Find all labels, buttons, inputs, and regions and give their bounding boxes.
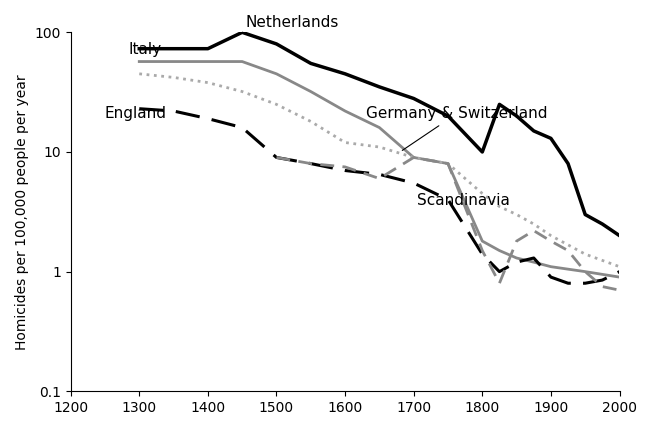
- Y-axis label: Homicides per 100,000 people per year: Homicides per 100,000 people per year: [15, 74, 29, 350]
- Text: Netherlands: Netherlands: [242, 15, 339, 32]
- Text: Scandinavia: Scandinavia: [417, 194, 510, 209]
- Text: Germany & Switzerland: Germany & Switzerland: [366, 107, 547, 150]
- Text: England: England: [105, 106, 167, 121]
- Text: Italy: Italy: [129, 42, 162, 57]
